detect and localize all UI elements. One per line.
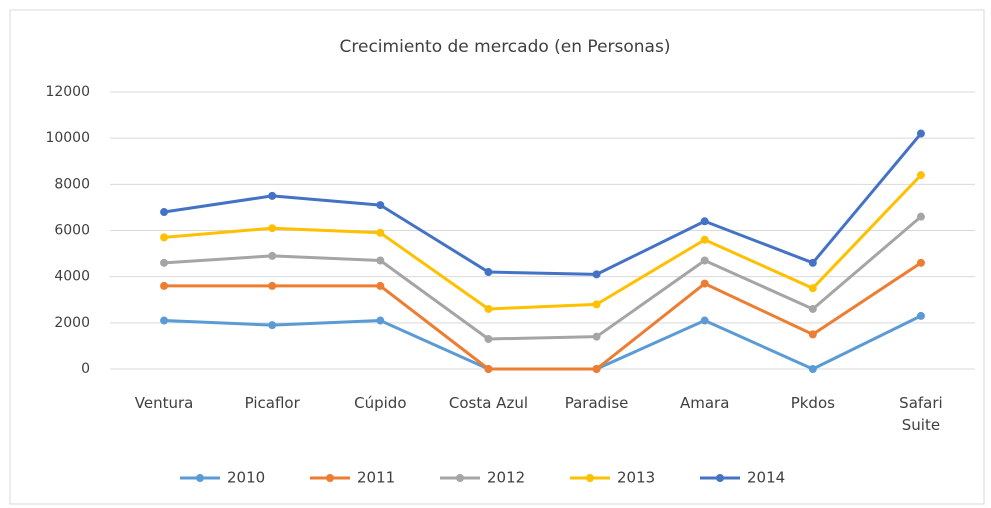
series-marker — [268, 321, 277, 330]
series-line — [164, 261, 922, 371]
x-tick-label: Pkdos — [790, 394, 835, 412]
series-marker — [484, 304, 493, 313]
chart-title: Crecimiento de mercado (en Personas) — [340, 37, 671, 57]
series-marker — [700, 256, 709, 265]
legend-label: 2012 — [487, 469, 525, 487]
legend-label: 2011 — [357, 469, 395, 487]
y-tick-label: 10000 — [45, 130, 90, 146]
series-marker — [592, 270, 601, 279]
y-tick-label: 6000 — [54, 223, 90, 239]
series-marker — [376, 281, 385, 290]
series-marker — [700, 279, 709, 288]
x-tick-label: Cúpido — [354, 394, 407, 412]
series-marker — [268, 251, 277, 260]
legend-marker — [586, 474, 594, 482]
series-marker — [160, 281, 169, 290]
y-tick-label: 4000 — [54, 269, 90, 285]
series-marker — [592, 332, 601, 341]
x-tick-label: Picaflor — [244, 394, 300, 412]
series-marker — [376, 201, 385, 210]
series-line — [163, 174, 923, 311]
series-marker — [700, 235, 709, 244]
series-marker — [592, 300, 601, 309]
series-marker — [916, 258, 925, 267]
x-tick-label: Costa Azul — [448, 394, 528, 412]
series-line — [163, 132, 923, 276]
series-marker — [916, 311, 925, 320]
y-tick-label: 8000 — [54, 176, 90, 192]
series-marker — [808, 284, 817, 293]
series-marker — [268, 281, 277, 290]
series-marker — [268, 191, 277, 200]
series-marker — [484, 268, 493, 277]
x-tick-label: Safari Suite — [899, 394, 943, 434]
series-line — [163, 215, 922, 341]
series-marker — [808, 304, 817, 313]
series-marker — [916, 171, 925, 180]
chart-border — [9, 9, 985, 505]
series-marker — [160, 316, 169, 325]
series-marker — [700, 217, 709, 226]
legend-label: 2013 — [617, 469, 655, 487]
x-tick-label: Ventura — [134, 394, 194, 412]
legend-marker — [716, 474, 724, 482]
y-tick-label: 12000 — [45, 84, 90, 100]
y-tick-label: 2000 — [54, 315, 90, 331]
series-marker — [376, 228, 385, 237]
series-marker — [592, 365, 601, 373]
series-marker — [700, 316, 709, 325]
series-marker — [808, 330, 817, 339]
series-marker — [808, 365, 817, 373]
series-marker — [916, 212, 925, 221]
series-marker — [484, 365, 493, 373]
series-marker — [376, 256, 385, 265]
series-marker — [268, 224, 277, 233]
series-marker — [376, 316, 385, 325]
legend-marker — [196, 474, 204, 482]
legend-label: 2010 — [227, 469, 265, 487]
series-marker — [160, 233, 169, 242]
series-marker — [916, 129, 925, 138]
series-marker — [160, 208, 169, 217]
x-tick-label: Amara — [679, 394, 730, 412]
y-tick-label: 0 — [81, 361, 90, 377]
legend-marker — [456, 474, 464, 482]
x-tick-label: Paradise — [564, 394, 629, 412]
legend-marker — [326, 474, 334, 482]
series-marker — [808, 258, 817, 267]
series-marker — [160, 258, 169, 267]
series-marker — [484, 334, 493, 343]
legend-label: 2014 — [747, 469, 785, 487]
